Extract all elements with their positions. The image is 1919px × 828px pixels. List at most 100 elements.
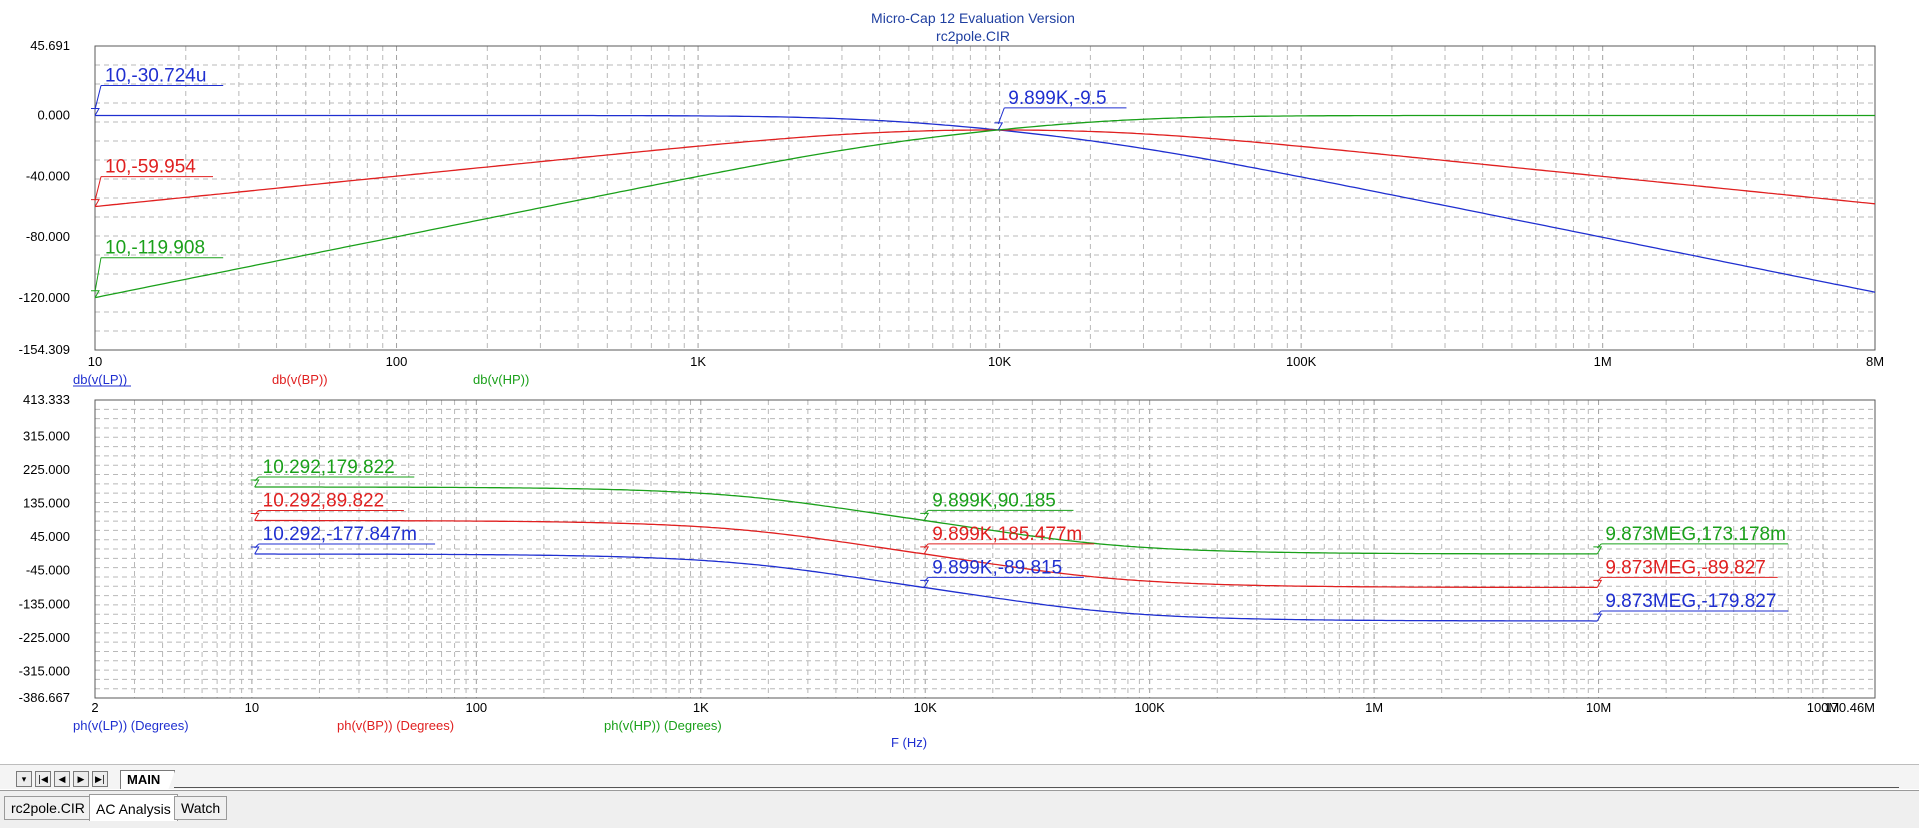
y-tick-label: -120.000 [19, 290, 70, 305]
annotation-label: 10,-30.724u [105, 65, 206, 86]
y-tick-label: -135.000 [19, 596, 70, 611]
sheet-tab-main[interactable]: MAIN [120, 770, 176, 789]
series-line-hp [94, 114, 1875, 299]
sheet-tab-bar: ▾ |◀ ◀ ▶ ▶| MAIN [0, 764, 1919, 789]
x-tick-label: 10 [88, 354, 102, 369]
data-marker [1593, 546, 1603, 555]
y-tick-label: 45.691 [30, 38, 70, 53]
data-marker [91, 199, 100, 207]
series-line-bp [94, 129, 1876, 208]
tab-rc2pole-cir[interactable]: rc2pole.CIR [4, 796, 92, 820]
data-marker [920, 512, 930, 521]
annotation-leader [94, 85, 102, 110]
annotation-leader [1596, 577, 1602, 582]
data-marker [1593, 613, 1603, 622]
next-page-icon[interactable]: ▶ [73, 771, 89, 787]
magnitude-panel[interactable]: 45.691 0.000 -40.000 -80.000 -120.000 -154.30… [19, 38, 1884, 387]
y-tick-label: -154.309 [19, 342, 70, 357]
series-line-lp [95, 114, 1876, 293]
plot-frame [94, 399, 1876, 699]
tab-watch[interactable]: Watch [174, 796, 228, 820]
y-tick-label: -45.000 [26, 563, 70, 578]
annotation-leader [1596, 543, 1602, 549]
x-tick-label: 100 [465, 700, 487, 715]
data-marker [920, 546, 930, 555]
series-line-bp [254, 519, 1598, 589]
y-tick-label: -225.000 [19, 630, 70, 645]
data-marker [91, 290, 100, 298]
data-marker [920, 579, 930, 588]
dropdown-arrow-icon[interactable]: ▾ [16, 771, 32, 787]
series-line-hp [254, 486, 1598, 555]
window-title: Micro-Cap 12 Evaluation Version [871, 10, 1075, 26]
x-tick-label: 1M [1594, 354, 1612, 369]
legend-entry: ph(v(HP)) (Degrees) [604, 718, 722, 733]
y-tick-label: 135.000 [23, 496, 70, 511]
legend-entry: db(v(BP)) [272, 372, 328, 387]
prev-page-icon[interactable]: ◀ [54, 771, 70, 787]
x-tick-label: 1M [1365, 700, 1383, 715]
y-tick-label: 413.333 [23, 392, 70, 407]
x-tick-label: 100K [1286, 354, 1317, 369]
annotation-leader [254, 543, 260, 549]
annotation-label: 9.873MEG,173.178m [1605, 524, 1786, 545]
data-marker [250, 479, 260, 488]
annotation-label: 10.292,-177.847m [263, 524, 417, 545]
annotation-label: 10,-59.954 [105, 157, 196, 178]
annotation-label: 9.899K,-89.815 [932, 557, 1062, 578]
x-tick-label: 2 [91, 700, 98, 715]
y-tick-label: -40.000 [26, 168, 70, 183]
annotation-leader [1596, 610, 1602, 616]
annotation-label: 9.873MEG,-89.827 [1605, 557, 1766, 578]
last-page-icon[interactable]: ▶| [92, 771, 108, 787]
data-marker [250, 546, 260, 555]
phase-panel[interactable]: 413.333 315.000 225.000 135.000 45.000 -45.00… [19, 392, 1876, 733]
y-tick-label: 225.000 [23, 462, 70, 477]
data-marker [994, 122, 1004, 131]
y-tick-label: 0.000 [37, 107, 70, 122]
tab-ac-analysis[interactable]: AC Analysis [89, 794, 178, 821]
annotation-label: 9.899K,-9.5 [1008, 88, 1106, 109]
annotation-leader [254, 510, 260, 515]
annotation-leader [923, 543, 929, 549]
data-marker [1593, 579, 1603, 588]
document-tab-bar: rc2pole.CIR AC Analysis Watch [0, 790, 1919, 828]
x-tick-label: 10M [1586, 700, 1611, 715]
y-tick-label: -386.667 [19, 690, 70, 705]
x-tick-label: 100K [1134, 700, 1165, 715]
annotation-label: 10,-119.908 [105, 238, 205, 259]
annotation-label: 9.899K,185.477m [932, 524, 1082, 545]
x-tick-label: 100M [1807, 700, 1840, 715]
x-tick-label: 10 [245, 700, 259, 715]
x-tick-label: 100 [386, 354, 408, 369]
annotation-label: 9.899K,90.185 [932, 490, 1056, 511]
x-tick-label: 1K [690, 354, 706, 369]
first-page-icon[interactable]: |◀ [35, 771, 51, 787]
legend-entry: db(v(LP)) [73, 372, 127, 387]
annotation-leader [923, 577, 929, 582]
y-tick-label: -315.000 [19, 663, 70, 678]
annotation-leader [997, 107, 1005, 125]
x-tick-label: 10K [914, 700, 937, 715]
annotation-leader [923, 510, 929, 515]
series-line-lp [254, 553, 1598, 622]
annotation-label: 9.873MEG,-179.827 [1605, 591, 1776, 612]
sheet-divider [174, 787, 1899, 788]
annotation-leader [254, 476, 260, 482]
y-tick-label: 45.000 [30, 529, 70, 544]
legend-entry: ph(v(LP)) (Degrees) [73, 718, 189, 733]
plot-frame [94, 45, 1876, 351]
window-subtitle: rc2pole.CIR [936, 28, 1010, 44]
x-tick-label: 170.46M [1824, 700, 1875, 715]
x-axis-label: F (Hz) [891, 735, 927, 750]
y-tick-label: -80.000 [26, 229, 70, 244]
legend-entry: ph(v(BP)) (Degrees) [337, 718, 454, 733]
y-tick-label: 315.000 [23, 429, 70, 444]
annotation-leader [94, 176, 102, 201]
x-tick-label: 8M [1866, 354, 1884, 369]
annotation-leader [94, 257, 102, 292]
data-marker [91, 107, 100, 116]
legend-entry: db(v(HP)) [473, 372, 529, 387]
x-tick-label: 10K [988, 354, 1011, 369]
